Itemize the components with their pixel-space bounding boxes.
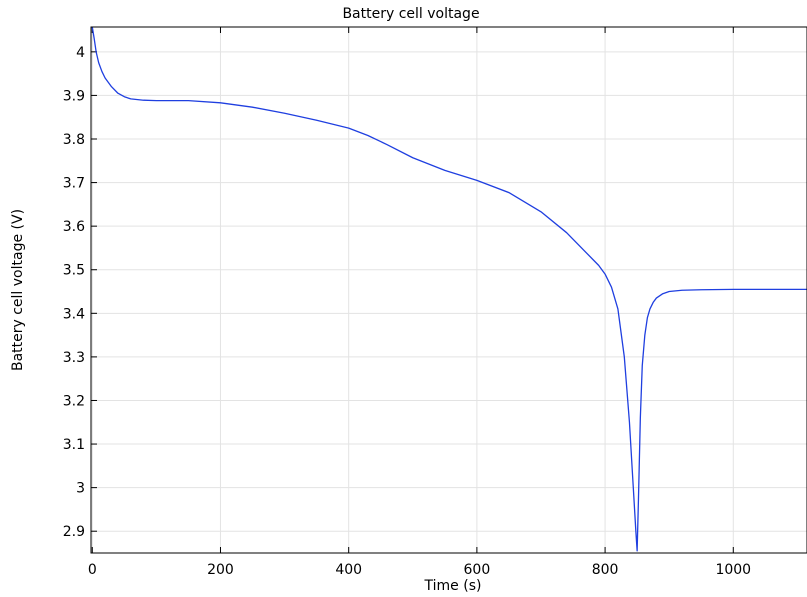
plot-frame bbox=[90, 26, 807, 554]
x-tick-label: 200 bbox=[207, 562, 234, 578]
y-tick-label: 3.3 bbox=[63, 350, 85, 366]
x-tick-label: 600 bbox=[464, 562, 491, 578]
y-axis-title: Battery cell voltage (V) bbox=[10, 209, 26, 371]
x-tick-label: 0 bbox=[88, 562, 97, 578]
y-tick-label: 3.9 bbox=[63, 88, 85, 104]
y-tick-label: 3.7 bbox=[63, 176, 85, 192]
y-tick-label: 2.9 bbox=[63, 524, 85, 540]
tick-marks bbox=[91, 27, 734, 553]
y-tick-label: 3.4 bbox=[63, 306, 85, 322]
y-tick-label: 3.1 bbox=[63, 437, 85, 453]
tick-labels: 0 200 400 600 800 1000 2.9 3 3.1 3.2 3.3 3.4 3.5 3.6 3… bbox=[63, 45, 751, 578]
grid-lines bbox=[91, 27, 807, 553]
x-tick-label: 800 bbox=[592, 562, 619, 578]
x-tick-label: 400 bbox=[335, 562, 362, 578]
x-axis-title: Time (s) bbox=[424, 578, 482, 594]
y-tick-label: 3.2 bbox=[63, 393, 85, 409]
y-tick-label: 3.5 bbox=[63, 263, 85, 279]
y-tick-label: 4 bbox=[76, 45, 85, 61]
chart-title: Battery cell voltage bbox=[342, 6, 479, 22]
y-tick-label: 3 bbox=[76, 481, 85, 497]
series-line-voltage bbox=[91, 26, 807, 552]
x-tick-label: 1000 bbox=[715, 562, 751, 578]
y-tick-label: 3.6 bbox=[63, 219, 85, 235]
y-tick-label: 3.8 bbox=[63, 132, 85, 148]
